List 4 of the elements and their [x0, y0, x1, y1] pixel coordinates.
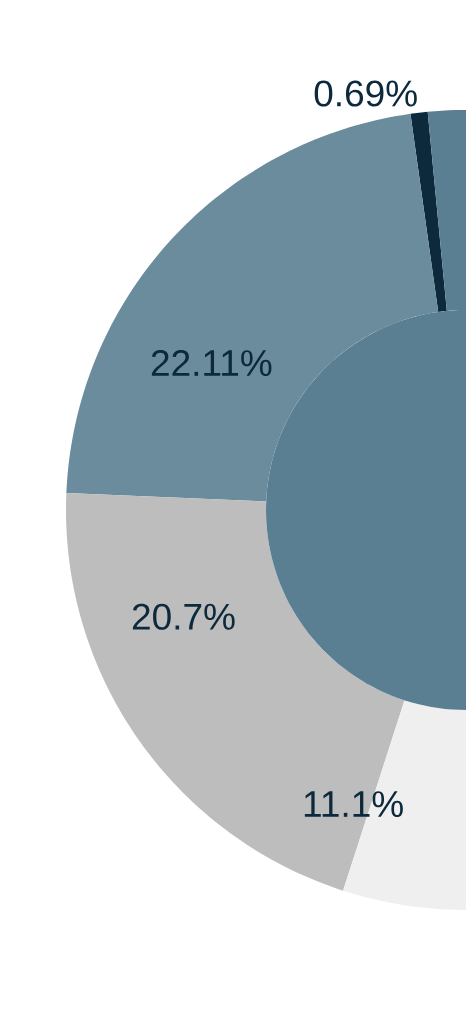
data-label: 22.11%: [151, 349, 272, 377]
data-label: 11.1%: [304, 791, 403, 818]
data-label: 20.7%: [132, 603, 235, 630]
data-label: 0.69%: [314, 80, 417, 107]
